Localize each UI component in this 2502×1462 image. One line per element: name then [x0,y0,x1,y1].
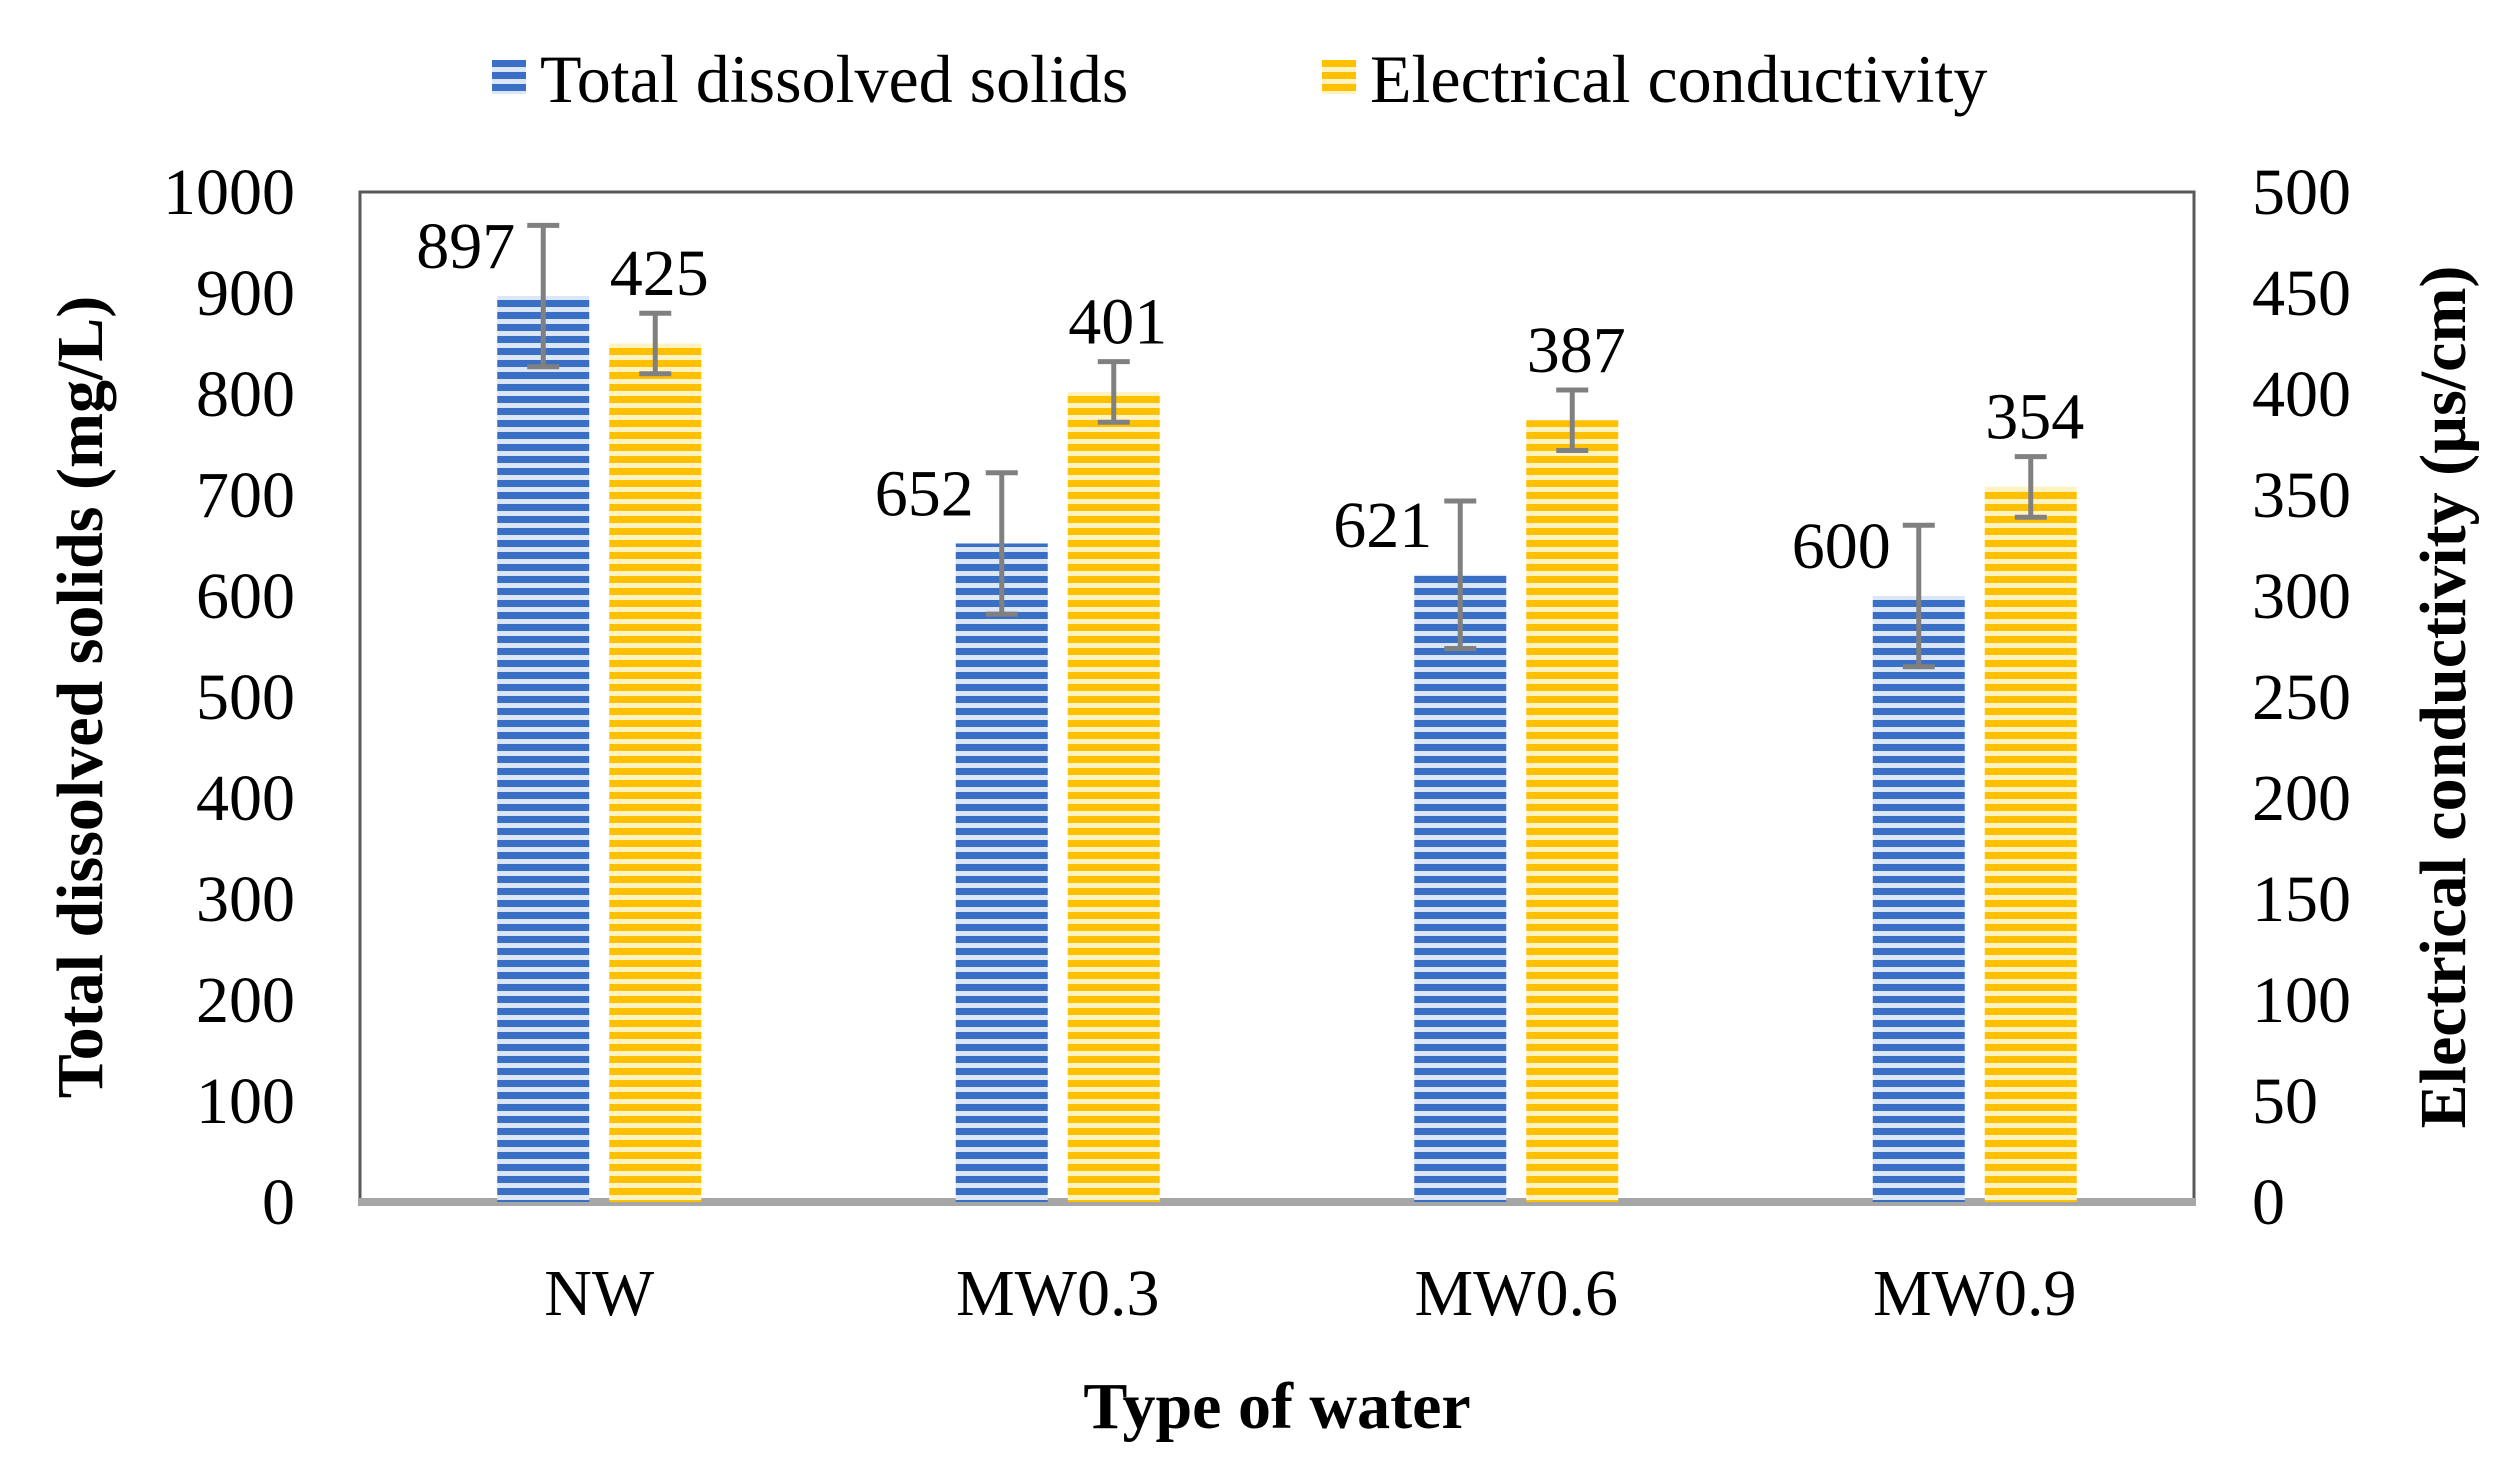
y-tick-label: 100 [196,1065,295,1138]
legend-label-ec: Electrical conductivity [1370,41,1987,117]
y-tick-label: 800 [196,358,295,431]
y2-tick-label: 0 [2252,1166,2285,1239]
y-tick-label: 300 [196,863,295,936]
data-label-tds: 621 [1333,489,1432,562]
y2-axis-title: Electrical conductivity (µs/cm) [2407,266,2480,1129]
x-axis-title: Type of water [1083,1370,1470,1443]
y2-tick-label: 500 [2252,156,2351,229]
y-tick-label: 700 [196,459,295,532]
bar-ec [609,343,702,1202]
y2-tick-label: 350 [2252,459,2351,532]
bar-tds [1872,596,1965,1202]
data-label-ec: 354 [1985,381,2084,454]
bar-tds [497,296,590,1202]
y-tick-label: 1000 [163,156,295,229]
y-tick-label: 900 [196,257,295,330]
y-tick-label: 500 [196,661,295,734]
y-tick-label: 200 [196,964,295,1037]
data-label-ec: 425 [610,237,709,310]
y2-tick-label: 100 [2252,964,2351,1037]
bar-ec [1067,391,1160,1203]
y2-tick-label: 400 [2252,358,2351,431]
data-label-ec: 401 [1068,286,1167,359]
data-label-tds: 600 [1792,510,1891,583]
data-label-tds: 652 [875,457,974,530]
data-label-tds: 897 [416,210,515,283]
y-tick-label: 400 [196,762,295,835]
y2-tick-label: 150 [2252,863,2351,936]
legend: Total dissolved solids Electrical conduc… [492,41,1987,117]
y2-tick-label: 300 [2252,560,2351,633]
bar-ec [1984,486,2077,1202]
x-tick-label: MW0.6 [1415,1257,1618,1330]
bar-tds [1414,574,1507,1202]
x-tick-label: NW [544,1257,655,1330]
bar-tds [955,543,1048,1202]
y-tick-label: 600 [196,560,295,633]
legend-label-tds: Total dissolved solids [540,41,1128,117]
y-tick-label: 0 [262,1166,295,1239]
y2-tick-label: 50 [2252,1065,2318,1138]
legend-swatch-ec [1322,60,1356,94]
legend-swatch-tds [492,60,526,94]
y2-tick-label: 250 [2252,661,2351,734]
bar-ec [1526,420,1619,1202]
y2-tick-label: 450 [2252,257,2351,330]
x-tick-label: MW0.3 [956,1257,1159,1330]
y2-tick-label: 200 [2252,762,2351,835]
data-label-ec: 387 [1527,314,1626,387]
y-axis-title: Total dissolved solids (mg/L) [44,296,117,1099]
x-tick-label: MW0.9 [1873,1257,2076,1330]
